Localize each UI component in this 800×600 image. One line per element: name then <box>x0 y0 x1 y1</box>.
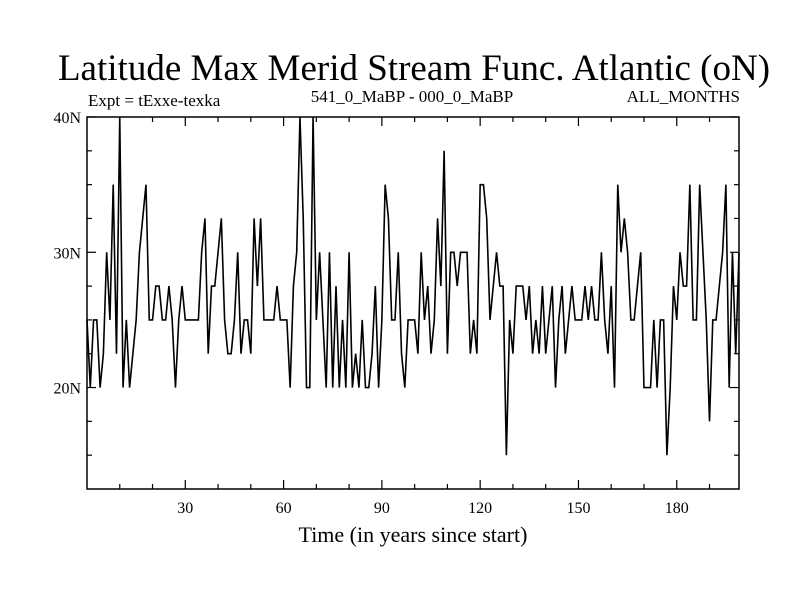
x-axis <box>119 117 711 489</box>
x-tick-label: 90 <box>374 500 390 517</box>
x-tick-label: 120 <box>468 500 492 517</box>
x-tick-label: 180 <box>665 500 689 517</box>
x-axis-label: Time (in years since start) <box>299 522 528 547</box>
season-label: ALL_MONTHS <box>627 87 740 106</box>
plot-frame <box>86 116 740 490</box>
series-line <box>86 116 740 456</box>
period-label: 541_0_MaBP - 000_0_MaBP <box>311 87 513 106</box>
experiment-label: Expt = tExxe-texka <box>88 91 221 110</box>
x-tick-label: 30 <box>177 500 193 517</box>
x-tick-label: 150 <box>566 500 590 517</box>
y-tick-label: 30N <box>53 245 81 262</box>
y-tick-label: 40N <box>53 110 81 127</box>
y-tick-label: 20N <box>53 381 81 398</box>
x-tick-label: 60 <box>276 500 292 517</box>
x-tick-labels: 30 60 90 120 150 180 <box>177 500 688 517</box>
chart-title: Latitude Max Merid Stream Func. Atlantic… <box>58 48 770 89</box>
y-tick-labels: 20N 30N 40N <box>53 110 81 398</box>
